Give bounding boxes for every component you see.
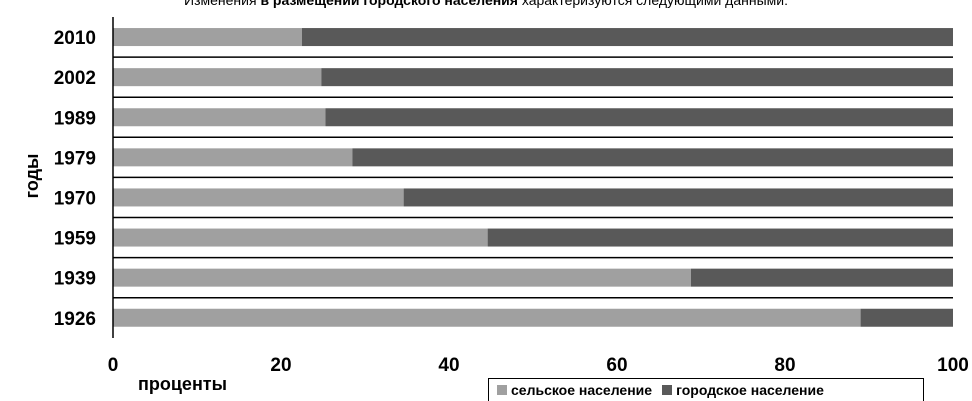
- legend-label-rural: сельское население: [511, 382, 653, 398]
- legend-item-rural: сельское население: [497, 382, 652, 398]
- bar-rural-2002: [113, 68, 322, 87]
- category-labels: 2010 2002 1989 1979 1970 1959 1939 1926: [54, 28, 96, 330]
- bar-urban-2002: [321, 68, 953, 87]
- bar-rural-1989: [113, 108, 326, 127]
- bar-rural-1979: [113, 148, 353, 167]
- bar-urban-1926: [860, 308, 953, 327]
- y-axis-label: годы: [22, 154, 42, 199]
- bar-urban-1989: [325, 108, 953, 127]
- category-label-1979: 1979: [54, 148, 96, 169]
- x-tick-labels: 0 20 40 60 80 100: [108, 355, 969, 376]
- caption-text: Изменения в размещении городского населе…: [0, 0, 972, 8]
- bar-urban-2010: [302, 28, 953, 47]
- x-axis-label: проценты: [138, 374, 227, 394]
- bar-rural-1970: [113, 188, 404, 207]
- bar-urban-1979: [352, 148, 953, 167]
- category-label-1970: 1970: [54, 188, 96, 209]
- bar-urban-1939: [690, 268, 953, 287]
- legend-label-urban: городское население: [676, 382, 824, 398]
- x-tick-label-60: 60: [606, 355, 627, 376]
- category-label-1926: 1926: [54, 309, 96, 330]
- legend-swatch-urban: [662, 385, 673, 395]
- x-tick-label-20: 20: [270, 355, 291, 376]
- legend-item-urban: городское население: [662, 382, 824, 398]
- category-label-1989: 1989: [54, 108, 96, 129]
- bars: [113, 28, 953, 327]
- x-tick-label-0: 0: [108, 355, 119, 376]
- bar-urban-1959: [487, 228, 953, 247]
- x-tick-label-80: 80: [774, 355, 795, 376]
- bar-rural-1939: [113, 268, 691, 287]
- bar-urban-1970: [403, 188, 953, 207]
- row-separators: [113, 56, 953, 299]
- bar-rural-1959: [113, 228, 488, 247]
- caption-part-3: характеризуются следующими данными:: [521, 0, 788, 8]
- legend-swatch-rural: [497, 385, 507, 395]
- x-tick-label-40: 40: [438, 355, 459, 376]
- legend: сельское население городское население: [488, 378, 924, 401]
- category-label-1959: 1959: [54, 229, 96, 250]
- bar-rural-1926: [113, 308, 861, 327]
- caption-part-1: Изменения: [184, 0, 257, 8]
- caption-part-2: в размещении городского населения: [260, 0, 518, 8]
- bar-rural-2010: [113, 28, 302, 47]
- category-label-2002: 2002: [54, 68, 96, 89]
- x-tick-label-100: 100: [937, 355, 969, 376]
- category-label-2010: 2010: [54, 28, 96, 49]
- category-label-1939: 1939: [54, 269, 96, 290]
